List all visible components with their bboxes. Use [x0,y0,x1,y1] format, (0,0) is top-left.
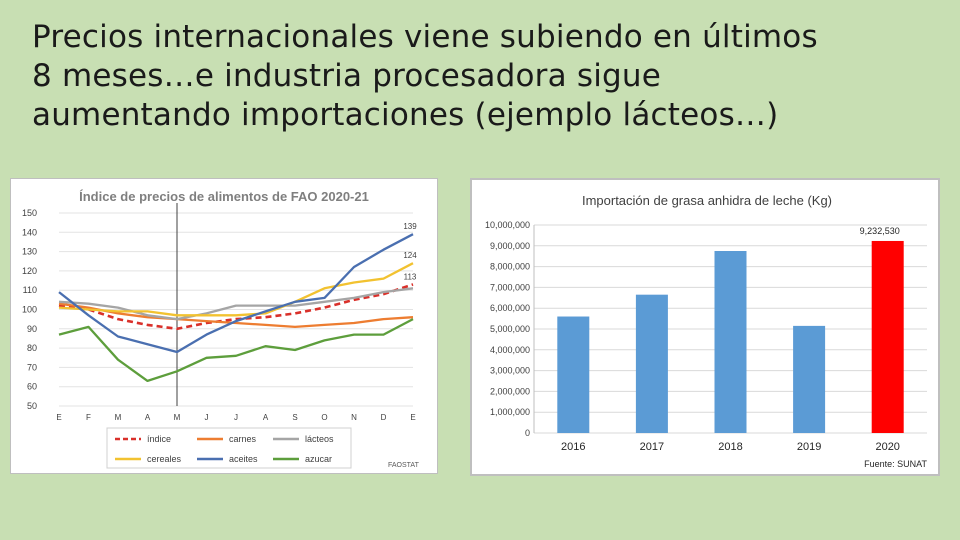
fao-y-tick-label: 50 [27,401,37,411]
fao-series-índice-line [58,283,414,331]
fao-legend-label: carnes [229,434,257,444]
fao-x-tick-label: N [351,413,357,422]
fao-y-tick-label: 90 [27,324,37,334]
fao-x-tick-label: S [292,413,297,422]
import-y-tick-label: 2,000,000 [490,386,530,396]
import-y-tick-label: 4,000,000 [490,345,530,355]
slide-title-line-3: aumentando importaciones (ejemplo lácteo… [32,97,779,133]
fao-x-tick-label: M [115,413,122,422]
import-x-tick-label: 2019 [797,441,821,453]
fao-chart-panel: Índice de precios de alimentos de FAO 20… [10,178,438,474]
fao-x-tick-label: E [56,413,61,422]
fao-x-tick-label: M [174,413,181,422]
import-chart-title: Importación de grasa anhidra de leche (K… [582,193,832,208]
import-y-tick-label: 7,000,000 [490,282,530,292]
import-bar [557,316,590,433]
fao-y-tick-label: 120 [22,266,37,276]
import-bar [635,294,668,433]
fao-legend-label: lácteos [305,434,334,444]
fao-legend-label: cereales [147,454,182,464]
slide-title-line-1: Precios internacionales viene subiendo e… [32,19,818,55]
fao-y-tick-label: 110 [23,285,37,295]
import-x-tick-label: 2018 [718,441,742,453]
slide-title-line-2: 8 meses…e industria procesadora sigue [32,58,662,94]
import-bar-chart: Importación de grasa anhidra de leche (K… [485,193,928,469]
slide-title: Precios internacionales viene subiendo e… [32,18,932,135]
fao-x-tick-label: O [321,413,327,422]
import-y-tick-label: 6,000,000 [490,303,530,313]
import-y-tick-label: 1,000,000 [490,407,530,417]
import-y-tick-label: 10,000,000 [485,220,530,230]
fao-y-tick-label: 150 [22,208,37,218]
import-y-tick-label: 5,000,000 [490,324,530,334]
fao-y-tick-label: 100 [22,305,37,315]
import-y-tick-label: 9,000,000 [490,241,530,251]
import-x-tick-label: 2017 [640,441,664,453]
fao-legend-label: azucar [305,454,332,464]
fao-line-chart: Índice de precios de alimentos de FAO 20… [22,189,420,469]
fao-end-label: 124 [403,251,417,260]
fao-source-label: FAOSTAT [388,462,420,469]
fao-x-tick-label: J [205,413,209,422]
import-x-tick-label: 2020 [875,441,899,453]
import-bar [793,325,826,433]
fao-series-lácteos-line [58,287,414,321]
fao-end-label: 113 [404,272,417,281]
fao-y-tick-label: 80 [27,343,37,353]
fao-series-azucar-line [58,318,414,383]
fao-x-tick-label: D [381,413,387,422]
import-y-tick-label: 8,000,000 [490,262,530,272]
fao-x-tick-label: F [86,413,91,422]
fao-series-cereales-line [58,262,414,317]
import-bar [714,251,747,433]
fao-series-aceites-line [58,233,414,354]
fao-chart-title: Índice de precios de alimentos de FAO 20… [79,189,369,204]
fao-x-tick-label: A [263,413,269,422]
fao-y-tick-label: 140 [22,227,37,237]
import-source-label: Fuente: SUNAT [864,459,927,469]
import-y-tick-label: 0 [525,428,530,438]
fao-x-tick-label: A [145,413,151,422]
fao-end-label: 139 [403,222,417,231]
import-chart-panel: Importación de grasa anhidra de leche (K… [470,178,940,476]
import-bar [871,240,904,433]
import-highlight-value-label: 9,232,530 [860,226,900,236]
fao-y-tick-label: 130 [22,247,37,257]
fao-legend-box [106,427,352,469]
fao-legend-label: aceites [229,454,258,464]
fao-series-carnes-line [58,302,414,329]
fao-legend-label: índice [147,434,171,444]
fao-x-tick-label: J [234,413,238,422]
fao-x-tick-label: E [410,413,415,422]
fao-y-tick-label: 60 [27,382,37,392]
fao-y-tick-label: 70 [27,362,37,372]
import-y-tick-label: 3,000,000 [490,366,530,376]
import-x-tick-label: 2016 [561,441,585,453]
